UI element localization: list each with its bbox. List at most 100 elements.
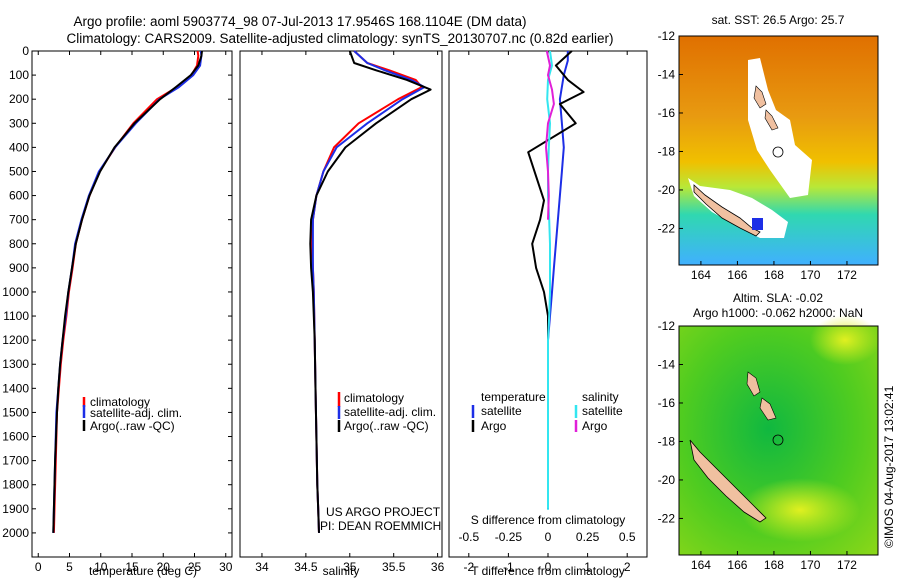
map-x-tick-label: 168 <box>764 268 784 282</box>
difference-series <box>527 50 585 509</box>
map-y-tick-label: -18 <box>658 144 676 158</box>
x-tick-label: 15 <box>125 560 139 574</box>
salinity-panel: 34 34.5 35 35.5 36 salinity climatology sate… <box>239 50 445 578</box>
temperature-xlabel: temperature (deg C) <box>89 564 197 578</box>
y-tick-label: 800 <box>9 237 29 251</box>
map-y-tick-label: -12 <box>658 319 676 333</box>
map-x-tick-label: 164 <box>691 558 711 572</box>
legend-label-climatology: climatology <box>344 391 404 405</box>
x-tick-label: 34 <box>255 560 269 574</box>
salinity-legend: climatology satellite-adj. clim. Argo(..… <box>337 391 436 433</box>
sla-map-title-line1: Altim. SLA: -0.02 <box>733 291 823 305</box>
x-tick-label: 35 <box>343 560 357 574</box>
s-difference-scale: -0.5 -0.25 0 0.25 0.5 <box>458 360 636 544</box>
vanuatu-island <box>759 397 777 421</box>
sla-high-anomaly <box>810 315 880 365</box>
map-y-tick-label: -22 <box>658 511 676 525</box>
series-line-salinity-satellite <box>546 50 553 509</box>
map-y-tick-label: -12 <box>658 29 676 43</box>
y-tick-label: 1700 <box>2 454 29 468</box>
s-tick-label: -0.25 <box>495 530 523 544</box>
map-x-tick-label: 170 <box>800 558 820 572</box>
argo-float-marker <box>752 218 763 230</box>
new-caledonia-island <box>689 439 767 523</box>
legend-label-s-argo: Argo <box>582 419 608 433</box>
sst-map-axes: 164 166 168 170 172 -12 -14 -16 -18 -20 -22 <box>658 29 858 282</box>
s-tick-label: 0.5 <box>619 530 636 544</box>
sla-map-panel: Altim. SLA: -0.02 Argo h1000: -0.062 h20… <box>658 291 880 572</box>
map-x-tick-label: 172 <box>837 558 857 572</box>
legend-label-t-argo: Argo <box>481 419 507 433</box>
difference-legend: temperature satellite Argo salinity sate… <box>471 390 623 433</box>
map-y-tick-label: -14 <box>658 357 676 371</box>
series-line-temperature-argo <box>527 50 585 389</box>
map-y-tick-label: -14 <box>658 67 676 81</box>
x-tick-label: 0 <box>35 560 42 574</box>
figure-title-line1: Argo profile: aoml 5903774_98 07-Jul-201… <box>73 14 526 29</box>
x-tick-label: 0 <box>545 560 552 574</box>
sst-map-panel: sat. SST: 26.5 Argo: 25.7 164 166 168 170 17… <box>658 13 879 282</box>
y-tick-label: 300 <box>9 116 29 130</box>
map-x-tick-label: 170 <box>800 268 820 282</box>
s-tick-label: 0 <box>545 530 552 544</box>
series-line-argo-raw-qc- <box>52 50 203 533</box>
x-tick-label: 10 <box>94 560 108 574</box>
map-x-tick-label: 164 <box>691 268 711 282</box>
map-y-tick-label: -22 <box>658 221 676 235</box>
temperature-panel: 0100200300400500600700800900100011001200… <box>2 44 232 578</box>
project-annotation: US ARGO PROJECT <box>326 505 441 519</box>
sla-high-anomaly <box>740 478 860 542</box>
legend-label-satellite: satellite-adj. clim. <box>344 405 436 419</box>
x-tick-label: 25 <box>188 560 202 574</box>
new-caledonia-island <box>693 184 761 237</box>
x-tick-label: 5 <box>66 560 73 574</box>
figure-title-line2: Climatology: CARS2009. Satellite-adjuste… <box>66 31 613 46</box>
t-difference-label: T difference from climatology <box>471 564 625 578</box>
island-outline <box>772 146 784 158</box>
x-tick-label: 2 <box>624 560 631 574</box>
map-x-tick-label: 166 <box>727 268 747 282</box>
y-tick-label: 0 <box>22 44 29 58</box>
sla-map-axes: 164 166 168 170 172 -12 -14 -16 -18 -20 -22 <box>658 319 858 572</box>
legend-title-temperature: temperature <box>481 390 546 404</box>
map-x-tick-label: 168 <box>764 558 784 572</box>
map-x-tick-label: 172 <box>837 268 857 282</box>
difference-panel: -2 -1 0 1 2 -0.5 -0.25 0 0.25 0.5 S difference f… <box>448 50 648 578</box>
y-tick-label: 2000 <box>2 526 29 540</box>
map-y-tick-label: -20 <box>658 473 676 487</box>
x-tick-label: 20 <box>157 560 171 574</box>
legend-label-satellite: satellite-adj. clim. <box>90 406 182 420</box>
map-y-tick-label: -16 <box>658 106 676 120</box>
vanuatu-island <box>764 109 779 131</box>
y-tick-label: 1800 <box>2 478 29 492</box>
y-tick-label: 1200 <box>2 333 29 347</box>
x-tick-label: 34.5 <box>294 560 318 574</box>
y-tick-label: 400 <box>9 140 29 154</box>
temperature-series <box>52 50 203 533</box>
island-outline <box>772 434 784 446</box>
depth-axis: 0 100 200 300 400 500 600 700 800 900 1000 1100 1200… <box>2 44 232 540</box>
sst-map-frame <box>678 35 879 266</box>
temperature-legend: climatology satellite-adj. clim. Argo(..… <box>82 395 182 433</box>
pi-annotation: PI: DEAN ROEMMICH <box>320 519 441 533</box>
temperature-x-axis: 0 5 10 15 20 25 30 <box>35 51 233 574</box>
legend-label-t-satellite: satellite <box>481 404 522 418</box>
y-tick-label: 600 <box>9 189 29 203</box>
temperature-axes-frame <box>31 50 233 558</box>
y-tick-label: 1500 <box>2 405 29 419</box>
legend-title-salinity: salinity <box>582 390 619 404</box>
y-tick-label: 700 <box>9 213 29 227</box>
x-tick-label: 36 <box>431 560 445 574</box>
sla-map-title-line2: Argo h1000: -0.062 h2000: NaN <box>693 306 863 320</box>
map-x-tick-label: 166 <box>727 558 747 572</box>
y-tick-label: 1900 <box>2 502 29 516</box>
s-tick-label: 0.25 <box>576 530 600 544</box>
y-tick-label: 100 <box>9 68 29 82</box>
x-tick-label: 35.5 <box>382 560 406 574</box>
salinity-axes-frame <box>239 50 443 558</box>
y-tick-label: 1300 <box>2 357 29 371</box>
salinity-x-axis: 34 34.5 35 35.5 36 <box>255 51 445 574</box>
x-tick-label: -1 <box>503 560 514 574</box>
sst-map-title: sat. SST: 26.5 Argo: 25.7 <box>712 13 845 27</box>
